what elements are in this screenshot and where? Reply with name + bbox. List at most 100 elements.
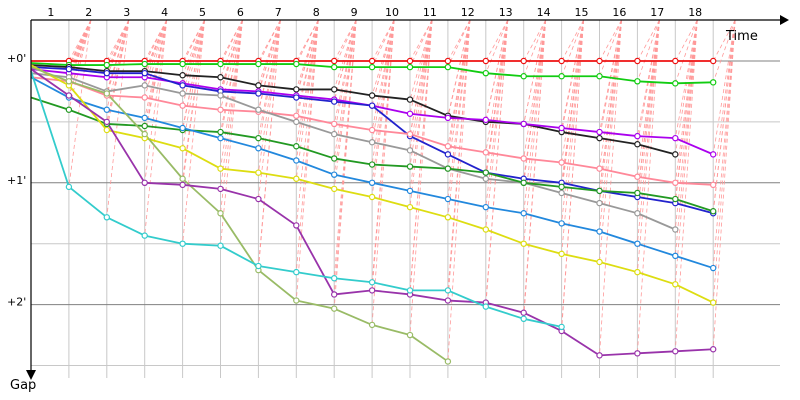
series-point: [293, 268, 300, 276]
series-point: [634, 57, 641, 65]
lap-connector: [333, 19, 357, 68]
series-point: [331, 171, 338, 178]
series-point: [596, 228, 603, 235]
series-point: [331, 86, 338, 93]
lap-connector: [182, 19, 205, 185]
lap-connector: [637, 19, 660, 137]
x-tick-label: 11: [423, 6, 437, 19]
series-point: [710, 151, 717, 158]
series-point: [596, 187, 603, 195]
lap-connector: [106, 19, 130, 131]
y-tick-label: +1': [7, 174, 26, 187]
lap-connector: [258, 19, 281, 94]
x-tick-label: 2: [85, 6, 92, 19]
series-point: [672, 80, 679, 87]
lap-connector: [447, 19, 471, 62]
lap-connector: [674, 19, 698, 155]
series-point: [710, 181, 717, 189]
lap-connector: [485, 19, 509, 74]
series-point: [634, 78, 641, 85]
lap-connector: [182, 19, 205, 76]
series-point: [558, 220, 565, 227]
x-tick-label: 16: [612, 6, 626, 19]
series-line: [30, 72, 676, 231]
series-point: [672, 195, 679, 203]
series-point: [141, 130, 148, 138]
series-point: [596, 165, 603, 172]
lap-connector: [485, 19, 509, 230]
series-point: [482, 69, 489, 77]
lap-connector: [220, 19, 243, 92]
series-point: [406, 203, 414, 211]
series-point: [255, 60, 262, 68]
lap-connector: [561, 19, 584, 254]
series-point: [444, 63, 452, 71]
series-point: [368, 279, 376, 286]
series-point: [710, 346, 717, 353]
series-point: [482, 57, 489, 65]
lap-connector: [371, 19, 395, 143]
series-point: [331, 291, 338, 298]
x-tick-label: 10: [385, 6, 399, 19]
lap-connector: [674, 19, 698, 230]
lap-connector: [561, 19, 584, 77]
lap-connector: [712, 19, 736, 350]
series-point: [596, 258, 603, 266]
series-point: [482, 116, 489, 124]
lap-connector: [258, 19, 281, 173]
lap-connector: [106, 19, 130, 110]
x-tick-label: 9: [351, 6, 358, 19]
series-point: [217, 92, 224, 99]
series-point: [672, 179, 679, 186]
y-tick-label: +0': [7, 52, 26, 65]
lap-connector: [371, 19, 395, 165]
series-point: [179, 240, 186, 247]
lap-connector: [144, 19, 168, 183]
series-point: [710, 208, 717, 215]
lap-connector: [182, 19, 205, 86]
lap-connector: [333, 19, 357, 90]
lap-connector: [333, 19, 357, 309]
lap-connector: [523, 19, 547, 244]
series-point: [179, 90, 186, 97]
series-point: [368, 63, 376, 71]
lap-connector: [485, 19, 509, 153]
lap-connector: [409, 19, 433, 151]
lap-connector: [68, 19, 92, 110]
axes: [26, 15, 789, 380]
series-point: [444, 287, 452, 294]
lap-connector: [258, 19, 281, 65]
series-point: [368, 179, 376, 186]
series-point: [520, 240, 527, 247]
series-point: [179, 175, 186, 182]
lap-connector: [637, 19, 660, 273]
series-point: [634, 141, 641, 148]
series-point: [368, 287, 376, 294]
x-tick-label: 17: [650, 6, 664, 19]
series-point: [103, 106, 111, 113]
series-point: [368, 92, 376, 99]
series-point: [634, 189, 641, 197]
x-tick-label: 12: [461, 6, 475, 19]
lap-connector: [220, 19, 243, 214]
series-point: [406, 331, 414, 339]
series-point: [520, 210, 527, 217]
lap-connector: [106, 19, 130, 96]
series-point: [217, 210, 224, 217]
series-point: [141, 179, 148, 186]
lap-connector: [220, 19, 243, 139]
lap-connector: [258, 19, 281, 139]
x-tick-label: 3: [123, 6, 130, 19]
series-point: [368, 193, 376, 201]
series-point: [331, 98, 338, 105]
series-point: [368, 57, 376, 65]
lap-connector: [182, 19, 205, 106]
series-point: [672, 134, 679, 142]
series-point: [520, 57, 527, 65]
lap-connector: [637, 19, 660, 198]
series-point: [255, 90, 262, 97]
series-point: [710, 264, 717, 272]
series-point: [520, 155, 527, 162]
y-tick-label: +2': [7, 296, 26, 309]
series-point: [217, 165, 224, 172]
